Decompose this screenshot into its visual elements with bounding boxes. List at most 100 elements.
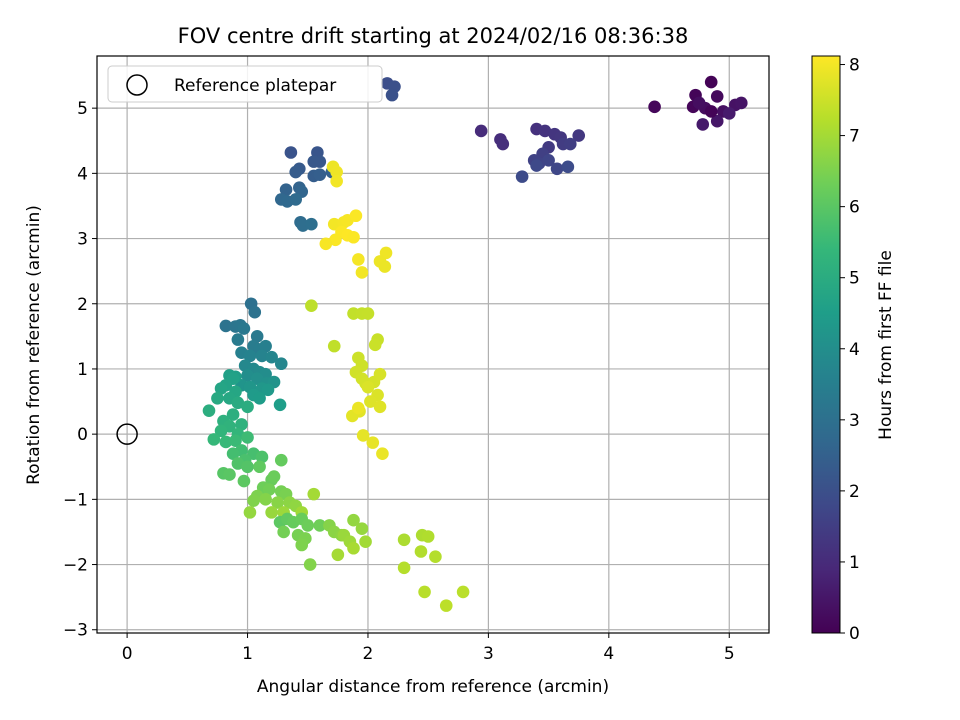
- x-tick-label: 2: [363, 644, 374, 664]
- colorbar-tick-label: 6: [849, 198, 860, 218]
- legend-label: Reference platepar: [174, 76, 336, 96]
- scatter-point: [274, 453, 288, 467]
- scatter-point: [237, 474, 251, 488]
- legend: Reference platepar: [107, 65, 383, 103]
- scatter-point: [219, 319, 233, 333]
- scatter-point: [352, 253, 365, 266]
- scatter-point: [289, 165, 303, 179]
- scatter-point: [704, 105, 718, 118]
- scatter-point: [414, 545, 428, 558]
- scatter-point: [327, 339, 341, 353]
- scatter-point: [376, 447, 389, 461]
- scatter-point: [421, 530, 435, 543]
- scatter-point: [248, 305, 262, 319]
- scatter-point: [259, 339, 272, 353]
- scatter-point: [277, 525, 290, 539]
- scatter-point: [231, 333, 245, 346]
- scatter-point: [226, 408, 240, 421]
- y-tick-label: 3: [77, 230, 88, 250]
- scatter-point: [648, 100, 661, 114]
- scatter-point: [235, 418, 248, 431]
- scatter-point: [305, 299, 318, 313]
- scatter-point: [439, 599, 453, 612]
- colorbar-ticks: 0 1 2 3 4 5 6 7 8: [840, 56, 860, 644]
- scatter-point: [474, 124, 488, 138]
- scatter-point: [319, 237, 333, 251]
- scatter-point: [347, 513, 360, 527]
- y-axis: −3 −2 −1 0 1 2 3 4 5: [63, 99, 97, 641]
- colorbar-gradient: [811, 55, 841, 634]
- scatter-point: [356, 429, 370, 442]
- colorbar-tick-label: 4: [849, 340, 860, 360]
- colorbar-tick-label: 5: [849, 269, 860, 289]
- scatter-point: [250, 372, 264, 386]
- y-tick-label: 1: [77, 360, 88, 380]
- scatter-point: [295, 538, 309, 552]
- x-tick-label: 5: [724, 644, 735, 664]
- scatter-point: [385, 88, 399, 102]
- scatter-point: [214, 382, 228, 395]
- scatter-point: [329, 233, 342, 247]
- scatter-point: [265, 506, 278, 519]
- scatter-point: [313, 519, 327, 532]
- scatter-point: [550, 162, 564, 176]
- y-tick-label: 4: [77, 164, 88, 184]
- scatter-point: [241, 369, 254, 382]
- chart-title: FOV centre drift starting at 2024/02/16 …: [178, 24, 689, 48]
- scatter-point: [572, 129, 586, 142]
- scatter-point: [231, 396, 245, 410]
- grid: [97, 56, 769, 633]
- scatter-point: [255, 450, 269, 464]
- scatter-point: [359, 535, 372, 549]
- scatter-point: [429, 550, 442, 564]
- scatter-point: [515, 170, 529, 183]
- scatter-point: [368, 338, 382, 352]
- y-tick-label: −3: [63, 621, 88, 641]
- scatter-point: [253, 391, 266, 405]
- scatter-point: [361, 380, 375, 394]
- scatter-point: [378, 260, 392, 273]
- scatter-point: [397, 533, 411, 547]
- scatter-point: [243, 349, 257, 363]
- scatter-point: [261, 383, 275, 397]
- scatter-point: [301, 519, 315, 532]
- scatter-point: [226, 447, 240, 461]
- scatter-point: [418, 585, 431, 599]
- colorbar-tick-label: 8: [849, 56, 860, 76]
- scatter-point: [366, 436, 380, 449]
- scatter-point: [373, 400, 387, 414]
- scatter-point: [241, 431, 254, 444]
- scatter-point: [219, 435, 233, 449]
- plot-frame: [96, 55, 770, 634]
- scatter-point: [247, 494, 260, 507]
- scatter-point: [255, 349, 269, 363]
- scatter-point: [563, 137, 577, 151]
- scatter-point: [259, 493, 272, 506]
- scatter-point: [330, 165, 343, 179]
- scatter-point: [696, 118, 710, 131]
- y-tick-label: 2: [77, 295, 88, 315]
- scatter-point: [352, 401, 365, 415]
- reference-marker: [116, 423, 138, 445]
- scatter-point: [223, 468, 236, 481]
- scatter-point: [692, 96, 706, 110]
- scatter-point: [243, 506, 257, 519]
- scatter-point: [331, 548, 345, 562]
- scatter-point: [561, 160, 575, 174]
- scatter-point: [211, 391, 224, 405]
- scatter-point: [265, 350, 278, 364]
- scatter-point: [229, 434, 242, 447]
- x-tick-label: 1: [242, 644, 253, 664]
- scatter-point: [735, 96, 748, 110]
- colorbar-tick-label: 2: [849, 482, 860, 502]
- legend-marker-icon: [126, 74, 148, 96]
- scatter-point: [397, 561, 411, 575]
- scatter-point: [267, 470, 281, 483]
- x-tick-label: 0: [122, 644, 133, 664]
- scatter-point: [307, 487, 321, 501]
- colorbar-tick-label: 7: [849, 127, 860, 147]
- scatter-point: [273, 398, 287, 412]
- scatter-point: [538, 124, 552, 138]
